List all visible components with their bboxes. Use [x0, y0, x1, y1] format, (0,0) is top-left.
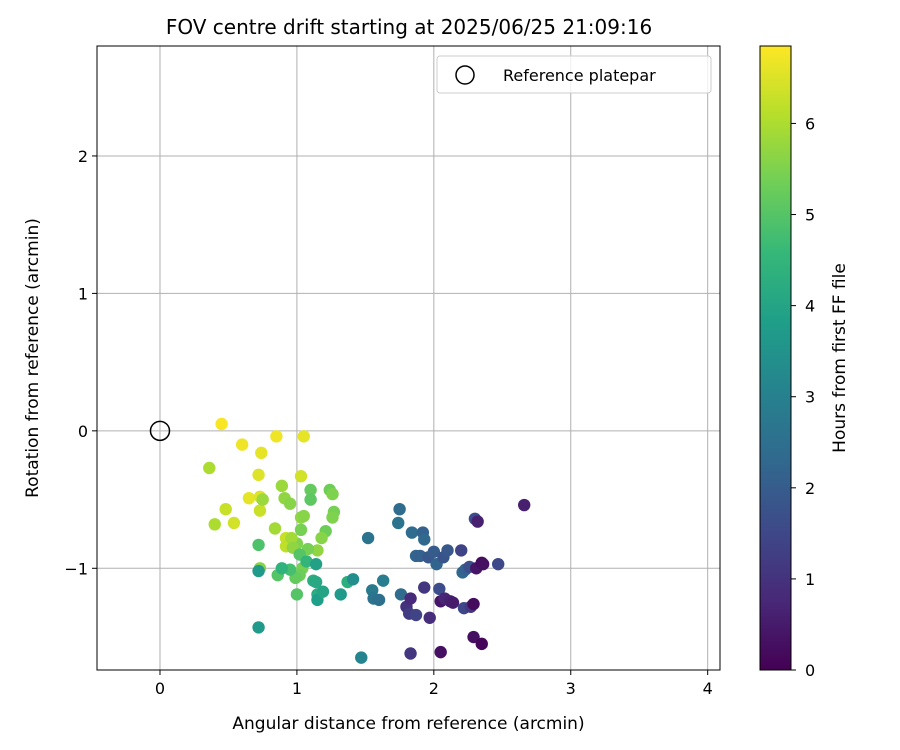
data-point — [255, 446, 268, 460]
data-point — [252, 468, 265, 482]
colorbar-tick-label: 6 — [805, 114, 815, 133]
data-point — [290, 588, 304, 601]
axis-ticks: 0 1 2 3 4 −1 0 1 2 — [64, 147, 712, 698]
data-point — [215, 417, 228, 431]
x-tick-label: 3 — [566, 679, 576, 698]
x-tick-label: 2 — [429, 679, 439, 698]
data-point — [326, 487, 339, 501]
y-tick-label: 2 — [78, 147, 88, 166]
data-points — [203, 417, 531, 664]
data-point — [418, 581, 431, 594]
legend-reference-marker — [455, 65, 475, 85]
grid-lines — [97, 46, 720, 670]
data-point — [304, 483, 317, 497]
data-point — [409, 608, 423, 622]
colorbar-tick-label: 2 — [805, 479, 815, 498]
data-point — [404, 592, 417, 605]
data-point — [433, 582, 446, 596]
data-point — [311, 544, 324, 557]
data-point — [294, 470, 308, 483]
y-axis-label: Rotation from reference (arcmin) — [23, 218, 43, 498]
reference-marker-layer — [149, 420, 171, 442]
x-tick-label: 0 — [155, 679, 165, 698]
data-point — [471, 515, 484, 528]
data-point — [326, 511, 339, 524]
data-point — [283, 497, 297, 510]
data-point — [270, 430, 283, 443]
data-point — [441, 544, 454, 557]
data-point — [309, 575, 323, 589]
data-point — [376, 574, 390, 587]
data-point — [252, 564, 265, 578]
legend-box — [436, 55, 712, 94]
data-point — [309, 557, 323, 571]
legend: Reference platepar — [436, 55, 712, 94]
data-point — [355, 651, 368, 664]
data-point — [300, 555, 313, 568]
data-point — [304, 493, 317, 506]
plot-frame — [96, 45, 721, 671]
data-point — [392, 516, 405, 530]
data-point — [297, 430, 310, 443]
data-point — [227, 516, 241, 530]
colorbar-label: Hours from first FF file — [830, 263, 850, 453]
data-point — [394, 588, 408, 601]
data-point — [446, 596, 460, 609]
data-point — [372, 593, 386, 607]
reference-platepar-marker — [149, 420, 171, 442]
colorbar: 0 1 2 3 4 5 6 Hours from first FF file — [759, 45, 850, 680]
data-point — [275, 479, 289, 493]
data-point — [404, 647, 417, 660]
data-point — [467, 597, 480, 611]
data-point — [405, 526, 419, 539]
colorbar-tick-label: 3 — [805, 388, 815, 407]
data-point — [491, 557, 505, 571]
colorbar-tick-label: 4 — [805, 297, 815, 316]
data-point — [294, 523, 308, 537]
data-point — [219, 502, 232, 516]
data-point — [285, 531, 298, 545]
colorbar-tick-label: 1 — [805, 570, 815, 589]
data-point — [361, 531, 375, 545]
data-point — [316, 585, 330, 598]
x-tick-label: 1 — [292, 679, 302, 698]
colorbar-tick-label: 5 — [805, 206, 815, 225]
data-point — [315, 531, 328, 545]
colorbar-gradient — [759, 45, 792, 671]
data-point — [427, 545, 441, 558]
data-point — [208, 518, 221, 531]
data-point — [346, 573, 360, 586]
y-tick-label: −1 — [64, 559, 88, 578]
data-point — [334, 588, 347, 601]
data-point — [275, 562, 289, 575]
data-point — [242, 491, 256, 505]
data-point — [518, 498, 531, 512]
data-point — [235, 438, 249, 451]
data-point — [475, 637, 488, 651]
data-point — [203, 461, 216, 475]
x-axis-label: Angular distance from reference (arcmin) — [232, 714, 584, 734]
data-point — [418, 533, 431, 546]
data-point — [297, 509, 310, 523]
data-point — [256, 493, 269, 506]
plot-area: 0 1 2 3 4 −1 0 1 2 — [64, 45, 721, 698]
y-tick-label: 0 — [78, 422, 88, 441]
data-point — [253, 504, 267, 517]
data-point — [268, 522, 282, 535]
data-point — [467, 630, 480, 644]
data-point — [393, 502, 406, 516]
data-point — [252, 621, 265, 634]
data-point — [423, 611, 436, 624]
colorbar-ticks: 0 1 2 3 4 5 6 — [791, 114, 815, 680]
data-point — [476, 557, 490, 571]
colorbar-tick-label: 0 — [805, 661, 815, 680]
chart-title: FOV centre drift starting at 2025/06/25 … — [166, 15, 652, 39]
data-point — [455, 544, 468, 557]
data-point — [252, 538, 265, 552]
x-tick-label: 4 — [703, 679, 713, 698]
y-tick-label: 1 — [78, 284, 88, 303]
data-point — [434, 645, 447, 659]
legend-entry-reference-platepar: Reference platepar — [503, 66, 656, 85]
